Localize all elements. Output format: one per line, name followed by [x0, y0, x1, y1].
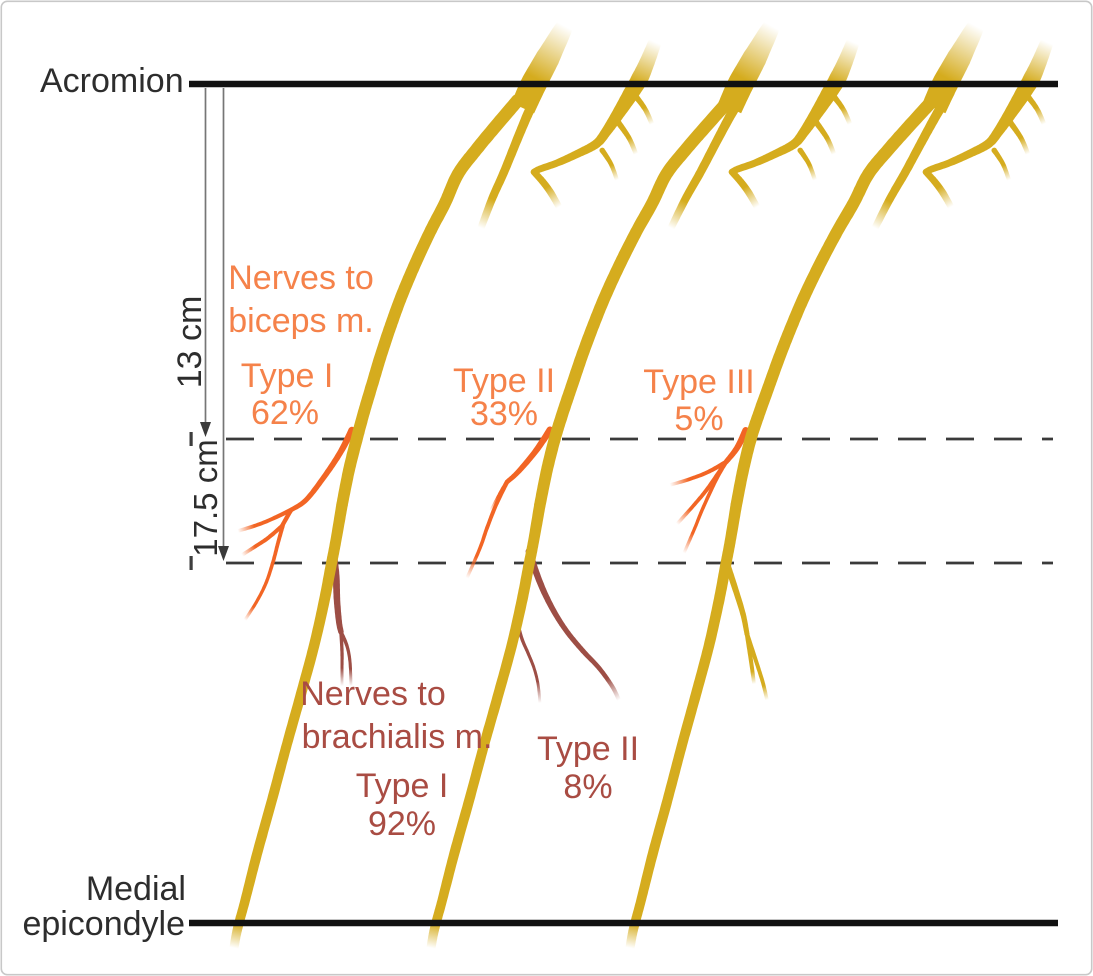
svg-text:62%: 62% — [251, 394, 319, 432]
svg-text:Nerves to: Nerves to — [228, 259, 374, 297]
svg-text:17.5 cm: 17.5 cm — [187, 439, 224, 556]
svg-text:epicondyle: epicondyle — [22, 905, 185, 943]
svg-text:Medial: Medial — [86, 870, 186, 908]
svg-text:8%: 8% — [563, 768, 612, 806]
svg-text:Type I: Type I — [356, 767, 449, 805]
svg-text:92%: 92% — [368, 805, 436, 843]
svg-text:Type II: Type II — [537, 730, 639, 768]
svg-text:Type II: Type II — [453, 362, 555, 400]
svg-text:biceps m.: biceps m. — [228, 302, 374, 340]
svg-text:Acromion: Acromion — [40, 62, 184, 100]
svg-text:5%: 5% — [674, 400, 723, 438]
svg-text:brachialis m.: brachialis m. — [302, 718, 493, 756]
svg-text:Type III: Type III — [643, 363, 755, 401]
svg-text:Type I: Type I — [241, 357, 334, 395]
svg-text:33%: 33% — [470, 395, 538, 433]
svg-text:13 cm: 13 cm — [171, 296, 209, 389]
svg-text:Nerves to: Nerves to — [300, 675, 446, 713]
